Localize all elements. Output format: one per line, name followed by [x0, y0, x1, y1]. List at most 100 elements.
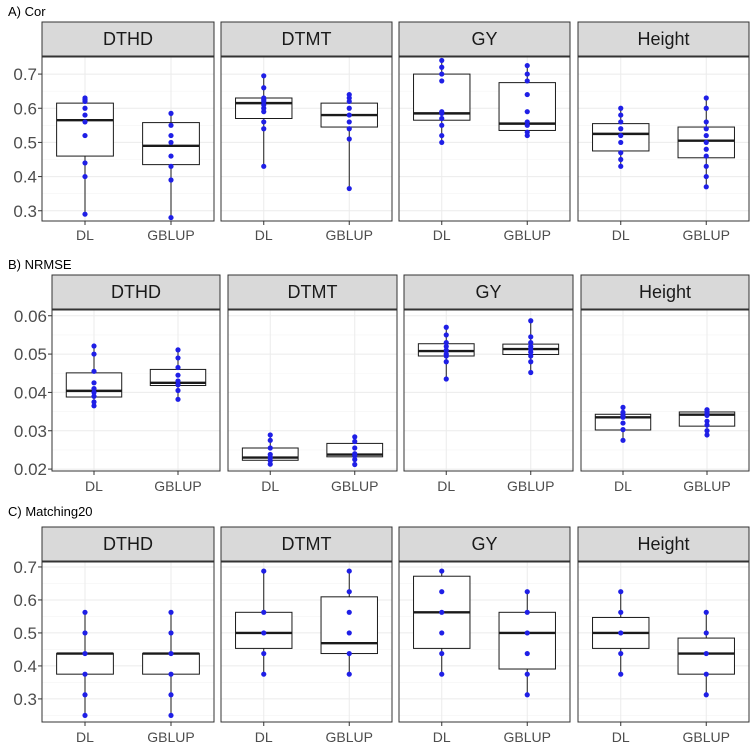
data-point — [443, 347, 449, 353]
data-point — [82, 173, 88, 180]
data-point — [168, 650, 174, 657]
x-tick-label: DL — [614, 478, 632, 494]
data-point — [439, 71, 445, 77]
data-point — [704, 432, 710, 438]
facet-panel-dthd: DTHD DL GBLUP — [41, 526, 215, 745]
data-point — [703, 184, 709, 190]
data-point — [175, 396, 181, 402]
data-point — [618, 589, 624, 595]
box-dl — [65, 343, 123, 409]
data-point — [703, 163, 709, 169]
box-dl — [235, 568, 293, 677]
facet-panel-height: Height DL GBLUP — [577, 526, 750, 745]
data-point — [346, 91, 352, 98]
box-dl — [594, 404, 652, 443]
facet-strip — [51, 274, 221, 310]
data-point — [618, 156, 624, 163]
data-point — [524, 630, 530, 636]
data-point — [168, 671, 174, 677]
facet-panel-height: Height DL GBLUP — [577, 21, 750, 243]
y-tick-label: 0.3 — [13, 690, 37, 709]
data-point — [620, 427, 626, 433]
data-point — [620, 404, 626, 410]
data-point — [267, 451, 273, 458]
facet-strip — [403, 274, 574, 310]
y-tick-label: 0.7 — [13, 65, 37, 84]
data-point — [703, 630, 709, 636]
data-point — [443, 324, 449, 330]
box-gblup — [678, 407, 736, 438]
panel-background — [581, 310, 749, 471]
facet-strip-label: Height — [637, 534, 689, 554]
data-point — [175, 347, 181, 353]
data-point — [82, 119, 88, 125]
data-point — [618, 609, 624, 615]
data-point — [267, 432, 273, 438]
box-gblup — [677, 95, 735, 190]
box-dl — [56, 609, 114, 719]
data-point — [168, 139, 174, 146]
data-point — [703, 173, 709, 180]
data-point — [703, 139, 709, 146]
data-point — [618, 163, 624, 169]
box-dl — [413, 57, 471, 146]
y-tick-label: 0.3 — [13, 202, 37, 221]
y-tick-label: 0.5 — [13, 624, 37, 643]
data-point — [168, 163, 174, 169]
data-point — [618, 132, 624, 139]
y-tick-label: 0.02 — [14, 460, 47, 479]
panel-border — [403, 309, 574, 472]
facet-strip-label: DTHD — [111, 282, 161, 302]
y-tick-label: 0.6 — [13, 591, 37, 610]
y-tick-label: 0.5 — [13, 133, 37, 152]
data-point — [346, 589, 352, 595]
data-point — [524, 91, 530, 98]
box-dl — [413, 568, 471, 677]
row-title: C) Matching20 — [8, 504, 93, 519]
panel-border — [220, 56, 393, 222]
data-point — [443, 351, 449, 357]
panel-border — [580, 309, 750, 472]
data-point — [703, 650, 709, 657]
data-point — [168, 630, 174, 636]
box-gblup — [142, 110, 200, 221]
x-tick-label: DL — [437, 478, 455, 494]
data-point — [439, 630, 445, 636]
data-point — [439, 609, 445, 615]
box-dl — [235, 73, 293, 169]
data-point — [439, 57, 445, 64]
data-point — [618, 630, 624, 636]
data-point — [346, 185, 352, 192]
data-point — [618, 112, 624, 118]
data-point — [618, 105, 624, 111]
x-tick-label: GBLUP — [154, 478, 201, 494]
iqr-box — [320, 596, 378, 655]
data-point — [620, 409, 626, 415]
data-point — [524, 671, 530, 677]
panel-background — [404, 310, 573, 471]
box-dl — [241, 432, 299, 467]
data-point — [168, 153, 174, 159]
data-point — [82, 105, 88, 111]
facet-strip — [41, 526, 215, 562]
data-point — [439, 671, 445, 677]
facet-strip-label: DTHD — [103, 534, 153, 554]
box-gblup — [326, 434, 384, 468]
x-tick-label: DL — [76, 729, 94, 745]
data-point — [439, 78, 445, 84]
data-point — [175, 364, 181, 371]
data-point — [91, 393, 97, 399]
data-point — [352, 445, 358, 451]
data-point — [82, 712, 88, 719]
facet-strip-label: DTHD — [103, 29, 153, 49]
data-point — [261, 630, 267, 636]
data-point — [168, 110, 174, 116]
data-point — [439, 64, 445, 70]
x-tick-label: GBLUP — [504, 227, 551, 243]
data-point — [346, 609, 352, 615]
facet-strip-label: GY — [475, 282, 501, 302]
box-dl — [417, 324, 475, 382]
data-point — [618, 671, 624, 677]
panel-border — [577, 561, 750, 723]
